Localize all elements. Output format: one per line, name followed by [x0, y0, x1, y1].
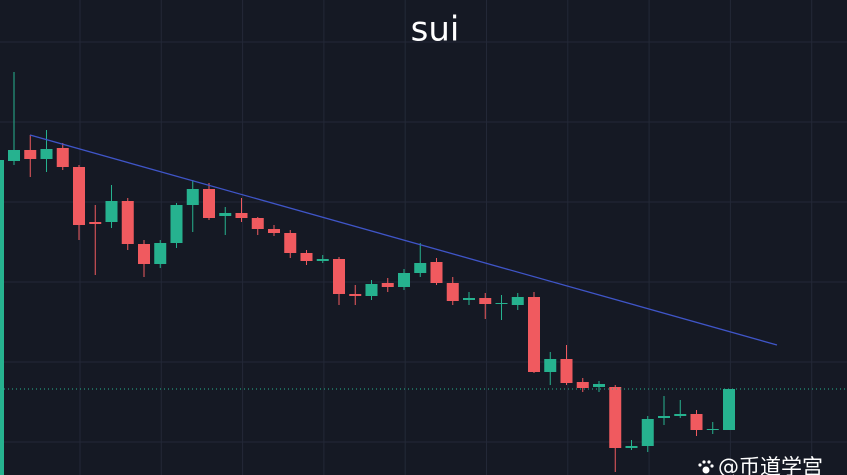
candle-body: [544, 359, 557, 372]
candle-body: [219, 213, 232, 216]
candle-body: [381, 283, 394, 287]
candle-body: [479, 298, 492, 304]
candle-body: [495, 303, 508, 304]
candle-body: [560, 359, 573, 383]
candle-body: [398, 273, 410, 287]
candles: [0, 72, 847, 472]
candle-body: [625, 446, 638, 448]
candle-body: [349, 294, 362, 296]
candle-body: [154, 243, 167, 264]
candle-body: [24, 150, 37, 159]
candle-body: [706, 429, 719, 430]
candle-body: [105, 201, 118, 222]
candle-body: [723, 389, 735, 430]
watermark: @币道学宫: [718, 455, 823, 475]
candle-body: [609, 387, 622, 448]
candle-body: [430, 262, 443, 283]
chart-title: sui: [411, 10, 460, 50]
candle-body: [300, 253, 313, 261]
candle-body: [89, 222, 102, 224]
candle-body: [138, 244, 150, 264]
candle-body: [658, 416, 670, 418]
candle-body: [268, 229, 280, 233]
candle-body: [186, 189, 199, 205]
candle-body: [333, 259, 345, 294]
candle-body: [121, 201, 134, 244]
candle-body: [511, 297, 524, 305]
candle-body: [8, 150, 20, 161]
candle-body: [641, 419, 654, 446]
candle-body: [446, 283, 459, 301]
candle-body: [365, 284, 378, 296]
candle-body: [235, 213, 248, 218]
candle-body: [674, 414, 687, 416]
candle-body: [40, 149, 53, 159]
candle-body: [251, 218, 264, 229]
candle-body: [73, 167, 85, 225]
candle-body: [170, 205, 183, 243]
candle-body: [528, 297, 540, 372]
candle-body: [414, 263, 427, 273]
candle-body: [463, 298, 475, 300]
candle-body: [203, 189, 215, 218]
watermark-icon: [698, 460, 714, 474]
candle-body: [316, 259, 329, 261]
side-bar: [0, 160, 4, 475]
trend-line: [29, 134, 778, 346]
candle-body: [593, 384, 605, 387]
candle-body: [690, 414, 703, 430]
candle-body: [284, 233, 297, 253]
candle-body: [56, 148, 69, 167]
candle-body: [576, 382, 589, 388]
